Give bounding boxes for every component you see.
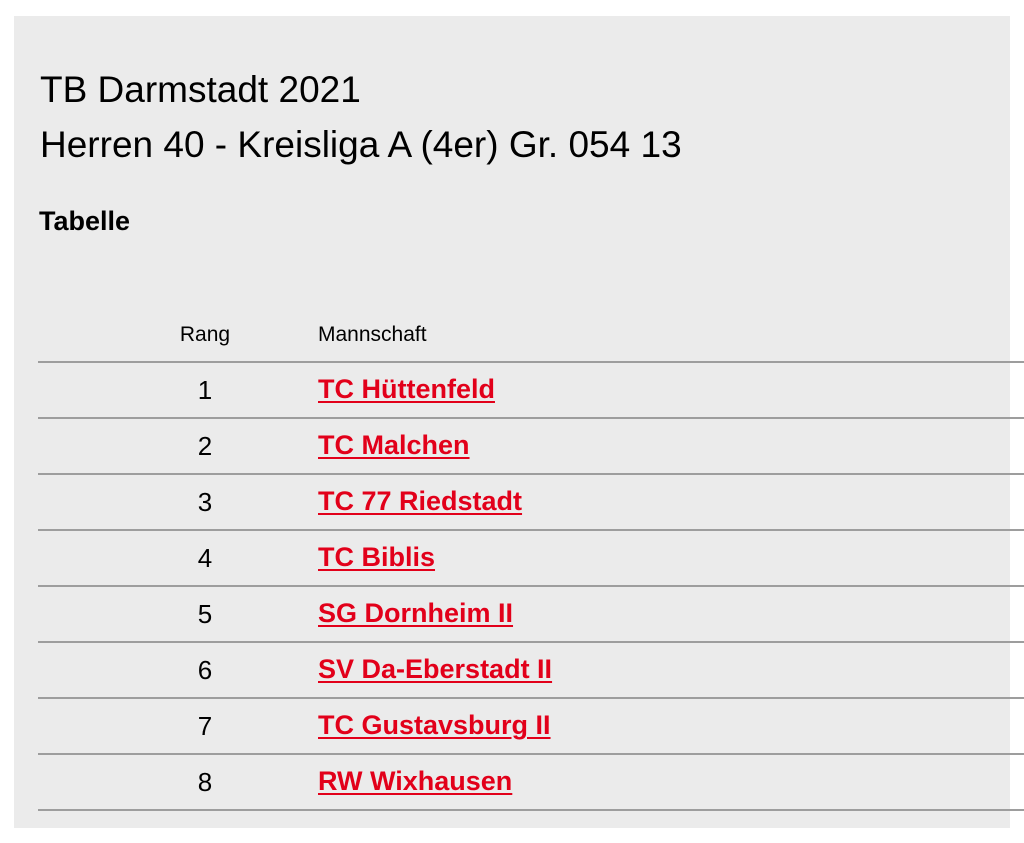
standings-table: Rang Mannschaft 1 TC Hüttenfeld 2 TC Mal… — [38, 306, 1024, 811]
page-subtitle: Herren 40 - Kreisliga A (4er) Gr. 054 13 — [40, 124, 682, 165]
rank-cell: 2 — [197, 431, 213, 461]
section-heading: Tabelle — [39, 206, 131, 236]
table-row: 4 TC Biblis — [38, 531, 1024, 587]
page-title: TB Darmstadt 2021 — [40, 69, 361, 110]
team-link[interactable]: RW Wixhausen — [318, 766, 513, 796]
team-link[interactable]: SG Dornheim II — [318, 598, 514, 628]
table-row: 8 RW Wixhausen — [38, 755, 1024, 811]
rank-cell: 3 — [197, 487, 213, 517]
team-link[interactable]: TC Biblis — [318, 542, 436, 572]
table-row: 3 TC 77 Riedstadt — [38, 475, 1024, 531]
column-header-team: Mannschaft — [318, 323, 427, 346]
rank-cell: 6 — [197, 655, 213, 685]
team-link[interactable]: TC Malchen — [318, 430, 470, 460]
content-panel: TB Darmstadt 2021 Herren 40 - Kreisliga … — [14, 16, 1024, 828]
team-link[interactable]: TC 77 Riedstadt — [318, 486, 523, 516]
team-link[interactable]: SV Da-Eberstadt II — [318, 654, 553, 684]
rank-cell: 7 — [197, 711, 213, 741]
table-header-row: Rang Mannschaft — [38, 306, 1024, 363]
table-row: 2 TC Malchen — [38, 419, 1024, 475]
table-row: 6 SV Da-Eberstadt II — [38, 643, 1024, 699]
rank-cell: 4 — [197, 543, 213, 573]
team-link[interactable]: TC Hüttenfeld — [318, 374, 495, 404]
table-row: 1 TC Hüttenfeld — [38, 363, 1024, 419]
rank-cell: 5 — [197, 599, 213, 629]
table-row: 7 TC Gustavsburg II — [38, 699, 1024, 755]
rank-cell: 8 — [197, 767, 213, 797]
rank-cell: 1 — [197, 375, 213, 405]
team-link[interactable]: TC Gustavsburg II — [318, 710, 551, 740]
table-row: 5 SG Dornheim II — [38, 587, 1024, 643]
column-header-rank: Rang — [179, 323, 231, 346]
